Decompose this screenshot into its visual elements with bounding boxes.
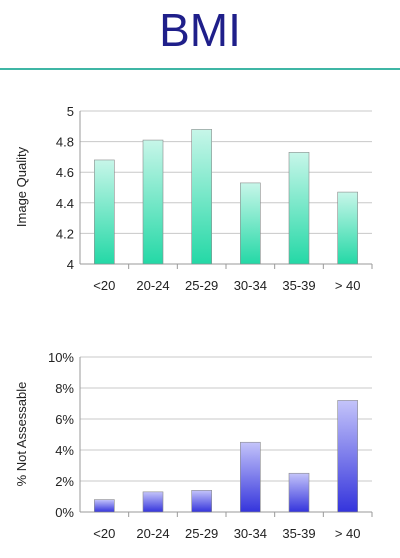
page-title: BMI: [159, 4, 241, 56]
chart-not-assessable: 0% 2% 4% 6% 8% 10% <20 20-24 25-29 30-34 35-39 > 40…: [14, 350, 373, 541]
y-tick-label: 8%: [55, 381, 74, 396]
y-tick-label: 6%: [55, 412, 74, 427]
y-tick-label: 10%: [48, 350, 74, 365]
bar-25-29: [191, 489, 212, 513]
x-tick-label: 20-24: [136, 526, 169, 541]
y-tick-label: 4.8: [56, 135, 74, 150]
bar-30-34: [240, 441, 261, 513]
x-tick-label: > 40: [335, 278, 361, 293]
x-tick-label: <20: [93, 526, 115, 541]
bar-35-39: [288, 152, 310, 265]
bar-40: [337, 191, 358, 265]
y-axis-label: Image Quality: [14, 146, 29, 227]
y-axis-label: % Not Assessable: [14, 382, 29, 487]
bar-20-24: [142, 139, 164, 265]
title-divider: [0, 68, 400, 70]
x-tick-label: 30-34: [234, 278, 267, 293]
y-tick-label: 4.4: [56, 196, 74, 211]
bar-20: [94, 499, 115, 513]
bar-25-29: [191, 129, 212, 265]
y-tick-label: 4%: [55, 443, 74, 458]
bar-35-39: [288, 472, 310, 513]
bar-20: [94, 159, 115, 265]
chart-image-quality: 4 4.2 4.4 4.6 4.8 5 <20 20-24 25-29 30-34 35-39 > 4…: [14, 104, 373, 293]
x-tick-label: 25-29: [185, 526, 218, 541]
bar-30-34: [240, 182, 261, 265]
x-tick-label: 25-29: [185, 278, 218, 293]
y-tick-label: 0%: [55, 505, 74, 520]
y-tick-label: 2%: [55, 474, 74, 489]
y-tick-label: 4.6: [56, 165, 74, 180]
x-tick-label: <20: [93, 278, 115, 293]
bar-40: [337, 400, 358, 513]
y-tick-label: 4.2: [56, 226, 74, 241]
x-tick-label: 35-39: [282, 278, 315, 293]
x-tick-label: > 40: [335, 526, 361, 541]
x-tick-label: 20-24: [136, 278, 169, 293]
y-tick-label: 4: [67, 257, 74, 272]
bar-20-24: [142, 491, 164, 513]
x-tick-label: 30-34: [234, 526, 267, 541]
y-tick-label: 5: [67, 104, 74, 119]
x-tick-label: 35-39: [282, 526, 315, 541]
